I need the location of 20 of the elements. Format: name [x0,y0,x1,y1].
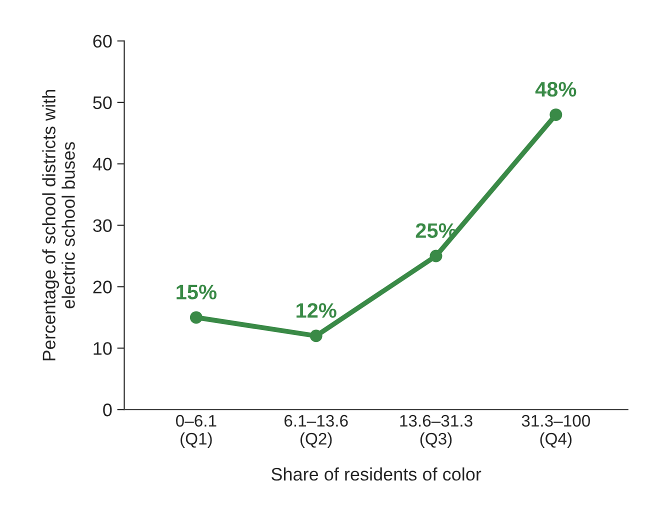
y-tick-label: 30 [93,219,112,232]
x-axis-title: Share of residents of color [272,467,482,481]
point [190,311,202,324]
y-tick-label: 40 [92,158,112,171]
y-axis-title: Percentage of school districts with electric school buses [42,90,75,360]
y-tick-label: 50 [93,96,112,110]
point [310,330,322,342]
x-tick-label: 6.1–13.6 (Q2) [284,414,348,448]
x-tick-label: 31.3–100 (Q4) [522,414,590,448]
point [550,108,562,121]
x-tick-label: 13.6–31.3 (Q3) [400,414,472,448]
data-label: 15% [176,284,216,300]
y-tick-label: 20 [93,280,112,294]
point [430,250,442,262]
data-label: 12% [296,303,336,318]
y-tick-label: 0 [103,404,112,416]
x-tick-label: 0–6.1 (Q1) [176,414,216,448]
data-label: 48% [535,82,576,97]
y-tick-label: 10 [94,342,112,355]
y-tick-label: 60 [93,34,112,48]
